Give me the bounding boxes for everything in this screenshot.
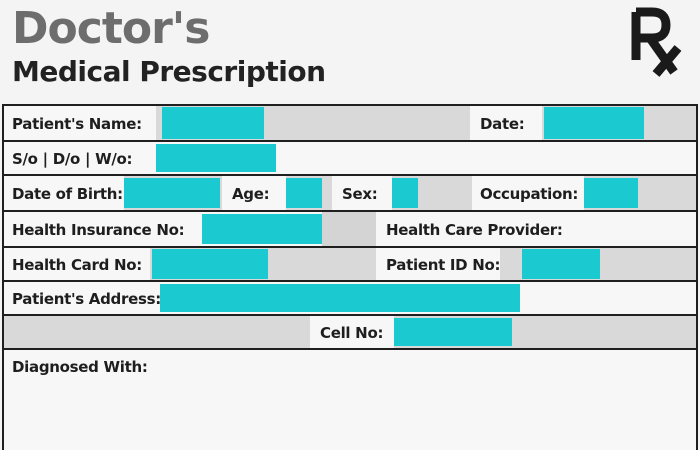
age-label: Age: — [232, 185, 270, 203]
occupation-field[interactable] — [584, 178, 638, 208]
cell-label: Cell No: — [320, 324, 384, 342]
address-field[interactable] — [160, 284, 520, 312]
diagnosis-label: Diagnosed With: — [12, 358, 148, 376]
health-card-field[interactable] — [152, 249, 268, 279]
date-field[interactable] — [544, 107, 644, 139]
health-card-label: Health Card No: — [12, 256, 142, 274]
relation-field[interactable] — [156, 144, 276, 172]
patient-id-label: Patient ID No: — [386, 256, 501, 274]
relation-label: S/o | D/o | W/o: — [12, 150, 133, 168]
patient-name-field[interactable] — [162, 107, 264, 139]
address-label: Patient's Address: — [12, 290, 161, 308]
occupation-label: Occupation: — [480, 185, 579, 203]
row-address: Patient's Address: — [4, 282, 696, 316]
provider-label: Health Care Provider: — [386, 221, 563, 239]
diagnosis-area[interactable]: Diagnosed With: — [4, 350, 696, 450]
row-demographics: Date of Birth: Age: Sex: Occupation: — [4, 176, 696, 212]
rx-icon — [631, 7, 682, 77]
cell-field[interactable] — [394, 318, 512, 346]
insurance-field[interactable] — [202, 214, 322, 244]
dob-label: Date of Birth: — [12, 185, 123, 203]
patient-name-label: Patient's Name: — [12, 115, 142, 133]
row-relation: S/o | D/o | W/o: — [4, 142, 696, 176]
brand-title: Doctor's — [12, 3, 210, 54]
patient-id-field[interactable] — [522, 249, 600, 279]
row-insurance: Health Insurance No: Health Care Provide… — [4, 212, 696, 248]
insurance-label: Health Insurance No: — [12, 221, 185, 239]
row-cell: Cell No: — [4, 316, 696, 350]
sex-field[interactable] — [392, 178, 418, 208]
row-patient-name: Patient's Name: Date: — [4, 106, 696, 142]
age-field[interactable] — [286, 178, 322, 208]
patient-info-form: Patient's Name: Date: S/o | D/o | W/o: D… — [2, 104, 698, 450]
dob-field[interactable] — [124, 178, 220, 208]
date-label: Date: — [480, 115, 525, 133]
row-health-card: Health Card No: Patient ID No: — [4, 248, 696, 282]
document-subtitle: Medical Prescription — [12, 55, 326, 88]
sex-label: Sex: — [342, 185, 378, 203]
